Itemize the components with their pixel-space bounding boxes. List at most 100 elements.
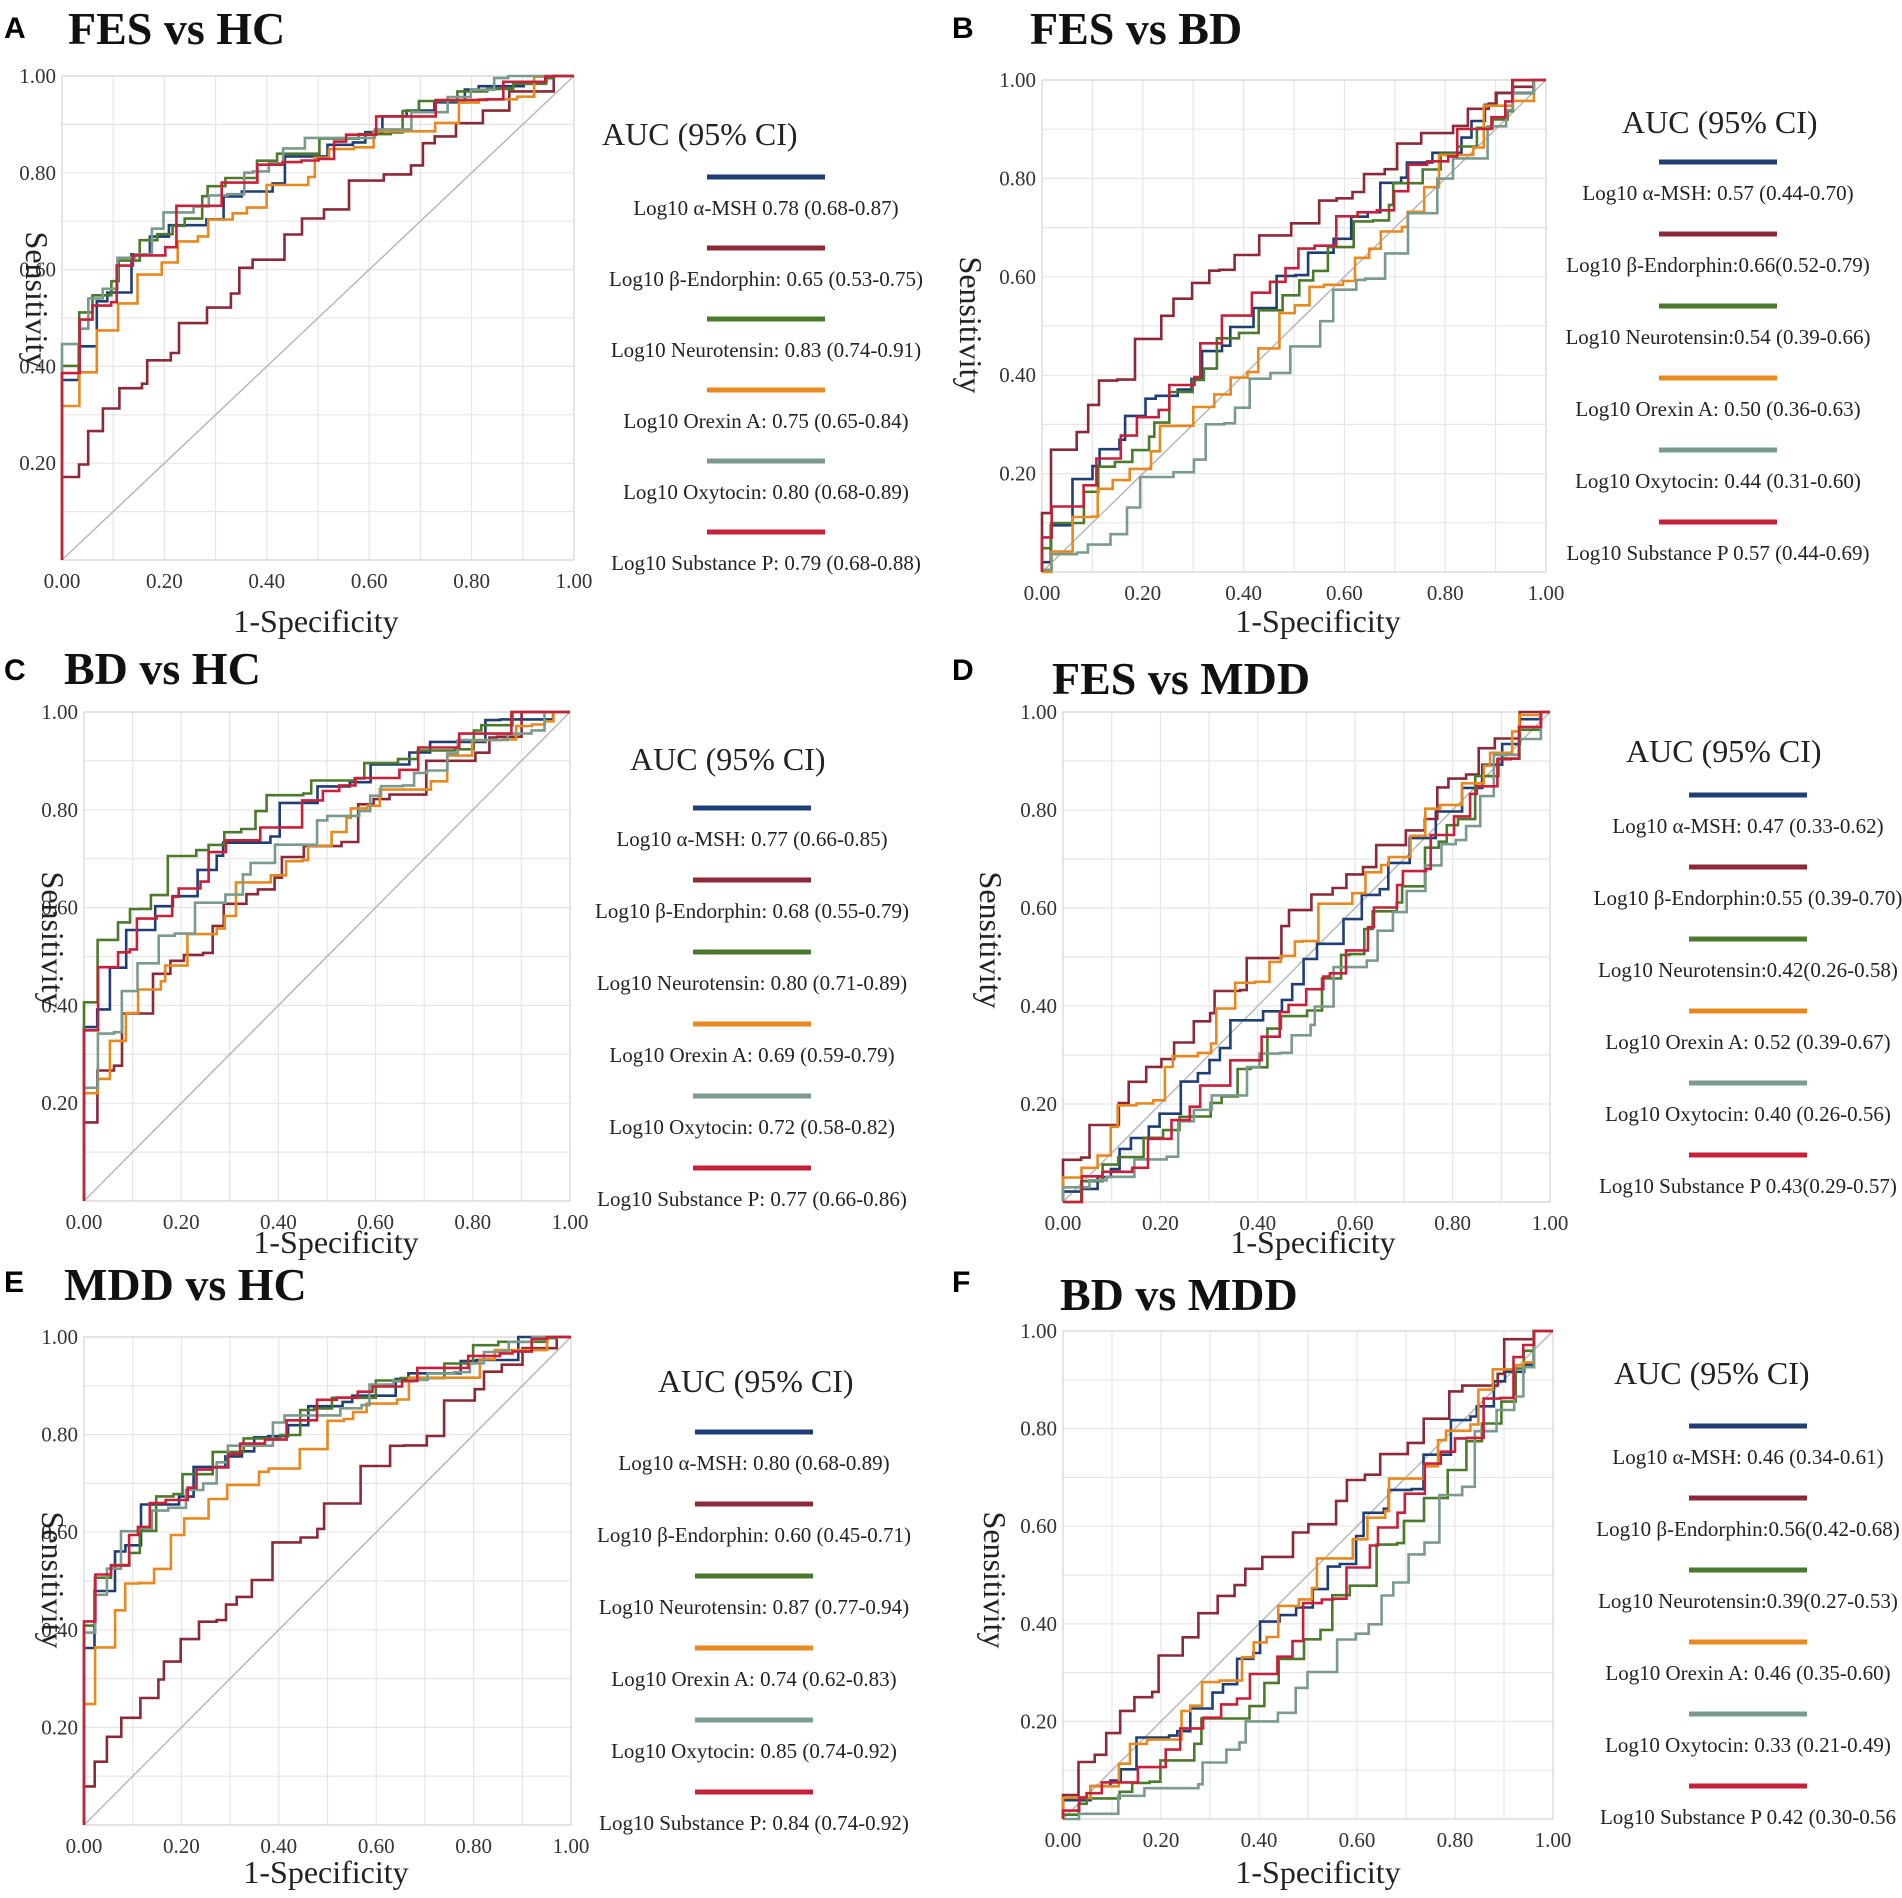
x-tick-label: 1.00 <box>1535 1828 1572 1852</box>
x-tick-label: 1.00 <box>1528 581 1565 605</box>
roc-curve-beta-endorphin <box>82 1335 571 1825</box>
x-tick-label: 0.40 <box>260 1834 297 1858</box>
x-tick-label: 1.00 <box>553 1834 590 1858</box>
legend: AUC (95% CI) Log10 α-MSH 0.78 (0.68-0.87)… <box>602 116 923 575</box>
roc-curve-oxytocin <box>82 710 570 1201</box>
legend-label: Log10 α-MSH 0.78 (0.68-0.87) <box>633 196 898 220</box>
panel-letter: F <box>952 1266 970 1299</box>
y-tick-label: 0.80 <box>999 166 1036 190</box>
roc-curve-oxytocin <box>1063 1329 1553 1821</box>
y-tick-label: 0.60 <box>1020 1514 1057 1538</box>
legend-label: Log10 Substance P 0.57 (0.44-0.69) <box>1566 541 1869 565</box>
panel-a: A FES vs HC 0.00 0.20 0.40 0.60 0.80 1.00 0.20 0.… <box>4 3 923 639</box>
y-axis-label: Sensitivity <box>973 872 1009 1009</box>
legend-label: Log10 Orexin A: 0.75 (0.65-0.84) <box>623 409 908 433</box>
legend-label: Log10 Substance P 0.43(0.29-0.57) <box>1599 1174 1897 1198</box>
y-tick-label: 1.00 <box>41 700 78 724</box>
y-tick-label: 1.00 <box>19 64 56 88</box>
legend-label: Log10 Oxytocin: 0.33 (0.21-0.49) <box>1605 1733 1891 1757</box>
legend-title: AUC (95% CI) <box>1614 1355 1810 1391</box>
legend-title: AUC (95% CI) <box>602 116 798 152</box>
x-tick-label: 0.60 <box>1339 1828 1376 1852</box>
roc-curve-substance-p <box>82 710 570 1201</box>
plot-area <box>1041 79 1547 573</box>
roc-curve-beta-endorphin <box>1061 1329 1553 1819</box>
y-tick-label: 0.40 <box>41 1618 78 1642</box>
legend-label: Log10 Neurotensin:0.54 (0.39-0.66) <box>1565 325 1870 349</box>
legend-title: AUC (95% CI) <box>658 1363 854 1399</box>
y-tick-label: 0.20 <box>19 451 56 475</box>
x-axis-label: 1-Specificity <box>233 603 398 639</box>
y-axis-label: Sensitivity <box>977 1512 1013 1649</box>
x-tick-label: 0.20 <box>163 1834 200 1858</box>
y-tick-label: 0.60 <box>41 896 78 920</box>
x-tick-label: 1.00 <box>1532 1211 1569 1235</box>
panel-d: D FES vs MDD 0.00 0.20 0.40 0.60 0.80 1.00 0.20 0… <box>952 653 1902 1260</box>
legend-label: Log10 Substance P: 0.77 (0.66-0.86) <box>597 1187 907 1211</box>
y-tick-label: 0.80 <box>41 798 78 822</box>
panel-b: B FES vs BD 0.00 0.20 0.40 0.60 0.80 1.00 0.20 0.… <box>952 3 1871 639</box>
legend-label: Log10 Orexin A: 0.52 (0.39-0.67) <box>1605 1030 1890 1054</box>
y-tick-label: 1.00 <box>41 1325 78 1349</box>
x-tick-label: 0.80 <box>454 1210 491 1234</box>
x-tick-label: 0.60 <box>357 1210 394 1234</box>
y-tick-label: 0.20 <box>41 1715 78 1739</box>
legend-label: Log10 Neurotensin: 0.80 (0.71-0.89) <box>597 971 907 995</box>
panel-e: E MDD vs HC 0.00 0.20 0.40 0.60 0.80 1.00 0.20 0.… <box>4 1259 911 1890</box>
plot-area <box>1062 1330 1554 1820</box>
roc-curve-oxytocin <box>1061 710 1550 1202</box>
x-tick-label: 0.20 <box>1143 1828 1180 1852</box>
roc-curve-substance-p <box>1040 78 1546 572</box>
y-tick-label: 0.60 <box>19 258 56 282</box>
panel-c: C BD vs HC 0.00 0.20 0.40 0.60 0.80 1.00 0.20 0.4… <box>4 643 909 1260</box>
x-tick-label: 0.80 <box>1434 1211 1471 1235</box>
x-tick-label: 0.00 <box>1045 1211 1082 1235</box>
x-tick-label: 0.40 <box>1241 1828 1278 1852</box>
reference-diagonal <box>83 711 571 1202</box>
reference-diagonal <box>1041 79 1547 573</box>
y-tick-label: 0.40 <box>19 354 56 378</box>
roc-curve-substance-p <box>1061 1329 1553 1819</box>
x-tick-label: 0.00 <box>66 1210 103 1234</box>
y-axis-label: Sensitivity <box>35 872 71 1009</box>
legend: AUC (95% CI) Log10 α-MSH: 0.77 (0.66-0.85… <box>595 741 909 1211</box>
panel-title: FES vs HC <box>68 3 285 54</box>
legend-label: Log10 Neurotensin:0.39(0.27-0.53) <box>1598 1589 1898 1613</box>
panel-title: MDD vs HC <box>64 1259 307 1310</box>
panel-f: F BD vs MDD 0.00 0.20 0.40 0.60 0.80 1.00 0.20 0.… <box>952 1266 1900 1890</box>
x-axis-label: 1-Specificity <box>1230 1224 1395 1260</box>
legend-label: Log10 β-Endorphin:0.55 (0.39-0.70) <box>1594 886 1902 910</box>
legend: AUC (95% CI) Log10 α-MSH: 0.57 (0.44-0.70… <box>1565 104 1870 565</box>
x-axis-label: 1-Specificity <box>243 1854 408 1890</box>
x-tick-label: 0.00 <box>66 1834 103 1858</box>
x-tick-label: 0.00 <box>1045 1828 1082 1852</box>
x-tick-label: 0.40 <box>1239 1211 1276 1235</box>
roc-curve-alpha-msh <box>82 710 570 1201</box>
y-tick-label: 1.00 <box>1020 1319 1057 1343</box>
roc-curve-oxytocin <box>60 74 574 560</box>
panel-letter: E <box>4 1266 24 1299</box>
y-tick-label: 0.80 <box>1020 1417 1057 1441</box>
x-tick-label: 0.80 <box>1437 1828 1474 1852</box>
x-tick-label: 0.80 <box>455 1834 492 1858</box>
panel-letter: A <box>4 12 26 45</box>
legend-label: Log10 α-MSH: 0.80 (0.68-0.89) <box>618 1451 889 1475</box>
legend-label: Log10 Neurotensin: 0.87 (0.77-0.94) <box>599 1595 909 1619</box>
legend-label: Log10 Neurotensin:0.42(0.26-0.58) <box>1598 958 1898 982</box>
roc-curve-beta-endorphin <box>60 74 574 560</box>
roc-curve-beta-endorphin <box>1061 710 1550 1202</box>
x-tick-label: 1.00 <box>556 569 593 593</box>
x-tick-label: 0.20 <box>1124 581 1161 605</box>
x-axis-label: 1-Specificity <box>1235 1854 1400 1890</box>
legend-label: Log10 β-Endorphin: 0.65 (0.53-0.75) <box>609 267 923 291</box>
y-tick-label: 0.40 <box>999 363 1036 387</box>
roc-curve-substance-p <box>82 1335 571 1825</box>
x-tick-label: 1.00 <box>552 1210 589 1234</box>
panel-title: BD vs HC <box>64 643 261 694</box>
y-tick-label: 0.80 <box>19 161 56 185</box>
legend-label: Log10 Oxytocin: 0.80 (0.68-0.89) <box>623 480 909 504</box>
legend-label: Log10 α-MSH: 0.57 (0.44-0.70) <box>1582 181 1853 205</box>
x-tick-label: 0.80 <box>453 569 490 593</box>
legend: AUC (95% CI) Log10 α-MSH: 0.47 (0.33-0.62… <box>1594 733 1902 1198</box>
